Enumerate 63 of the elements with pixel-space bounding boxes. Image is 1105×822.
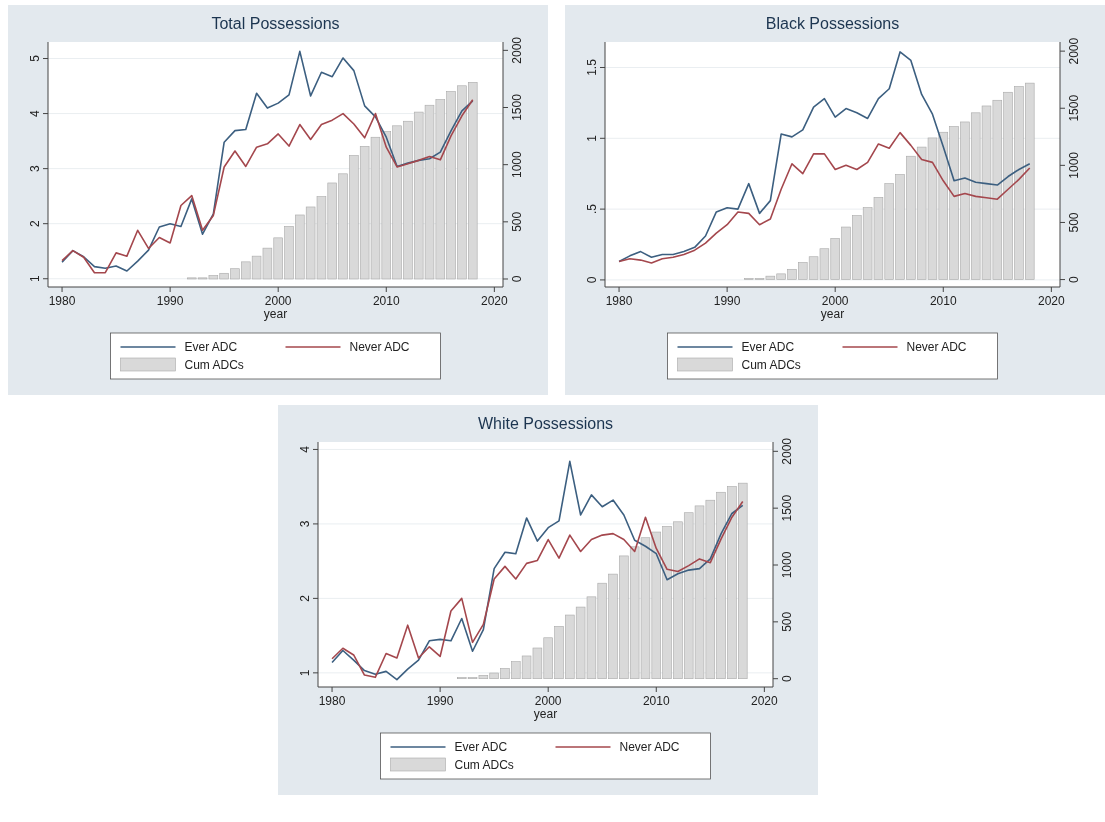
y-tick-label: 2 — [28, 220, 42, 228]
x-tick-label: 1980 — [48, 294, 76, 308]
y2-tick-label: 1500 — [510, 93, 524, 121]
line-series — [61, 99, 474, 274]
legend-label: Ever ADC — [454, 740, 508, 754]
x-tick-label: 1990 — [426, 694, 454, 708]
y-tick-label: 1 — [28, 275, 42, 283]
x-tick-label: 2020 — [481, 294, 509, 308]
y-tick-label: 3 — [298, 520, 312, 528]
y2-tick-label: 500 — [510, 211, 524, 232]
y-tick-label: 4 — [298, 445, 312, 453]
y-tick-label: .5 — [585, 203, 599, 215]
x-tick-label: 2000 — [534, 694, 562, 708]
y2-tick-label: 500 — [780, 611, 794, 632]
y2-tick-label: 1000 — [510, 151, 524, 179]
y2-tick-label: 0 — [1067, 275, 1081, 283]
y-tick-label: 1 — [298, 669, 312, 677]
legend-label: Never ADC — [619, 740, 680, 754]
y-tick-label: 1.5 — [585, 58, 599, 76]
y2-tick-label: 1000 — [1067, 151, 1081, 179]
x-tick-label: 2000 — [264, 294, 292, 308]
y2-tick-label: 1000 — [780, 551, 794, 579]
legend-label: Ever ADC — [741, 340, 795, 354]
x-tick-label: 1990 — [156, 294, 184, 308]
chart-title: White Possessions — [477, 415, 614, 432]
x-axis-title: year — [263, 307, 288, 321]
y-tick-label: 4 — [28, 109, 42, 117]
y2-tick-label: 2000 — [780, 437, 794, 465]
legend-label: Cum ADCs — [741, 358, 801, 372]
y2-tick-label: 2000 — [1067, 37, 1081, 65]
line-series — [618, 131, 1031, 264]
y-tick-label: 1 — [585, 134, 599, 142]
line-series — [331, 460, 744, 681]
y-tick-label: 5 — [28, 54, 42, 62]
y2-tick-label: 1500 — [1067, 94, 1081, 122]
x-tick-label: 1980 — [318, 694, 346, 708]
x-tick-label: 2010 — [929, 294, 957, 308]
line-series — [331, 500, 744, 679]
x-axis-title: year — [820, 307, 845, 321]
legend-label: Cum ADCs — [454, 758, 514, 772]
x-tick-label: 2020 — [1038, 294, 1066, 308]
y-tick-label: 2 — [298, 594, 312, 602]
legend-label: Never ADC — [906, 340, 967, 354]
x-tick-label: 2010 — [372, 294, 400, 308]
y2-tick-label: 1500 — [780, 494, 794, 522]
y2-tick-label: 2000 — [510, 36, 524, 64]
x-tick-label: 1980 — [605, 294, 633, 308]
chart-title: Black Possessions — [765, 15, 900, 32]
legend-label: Never ADC — [349, 340, 410, 354]
legend-label: Ever ADC — [184, 340, 238, 354]
x-tick-label: 1990 — [713, 294, 741, 308]
x-axis-title: year — [533, 707, 558, 721]
legend-label: Cum ADCs — [184, 358, 244, 372]
y2-tick-label: 0 — [780, 675, 794, 683]
y2-tick-label: 0 — [510, 275, 524, 283]
x-tick-label: 2010 — [642, 694, 670, 708]
chart-title: Total Possessions — [211, 15, 340, 32]
y-tick-label: 3 — [28, 164, 42, 172]
y-tick-label: 0 — [585, 276, 599, 284]
line-series — [618, 51, 1031, 263]
x-tick-label: 2020 — [751, 694, 779, 708]
x-tick-label: 2000 — [821, 294, 849, 308]
y2-tick-label: 500 — [1067, 212, 1081, 233]
